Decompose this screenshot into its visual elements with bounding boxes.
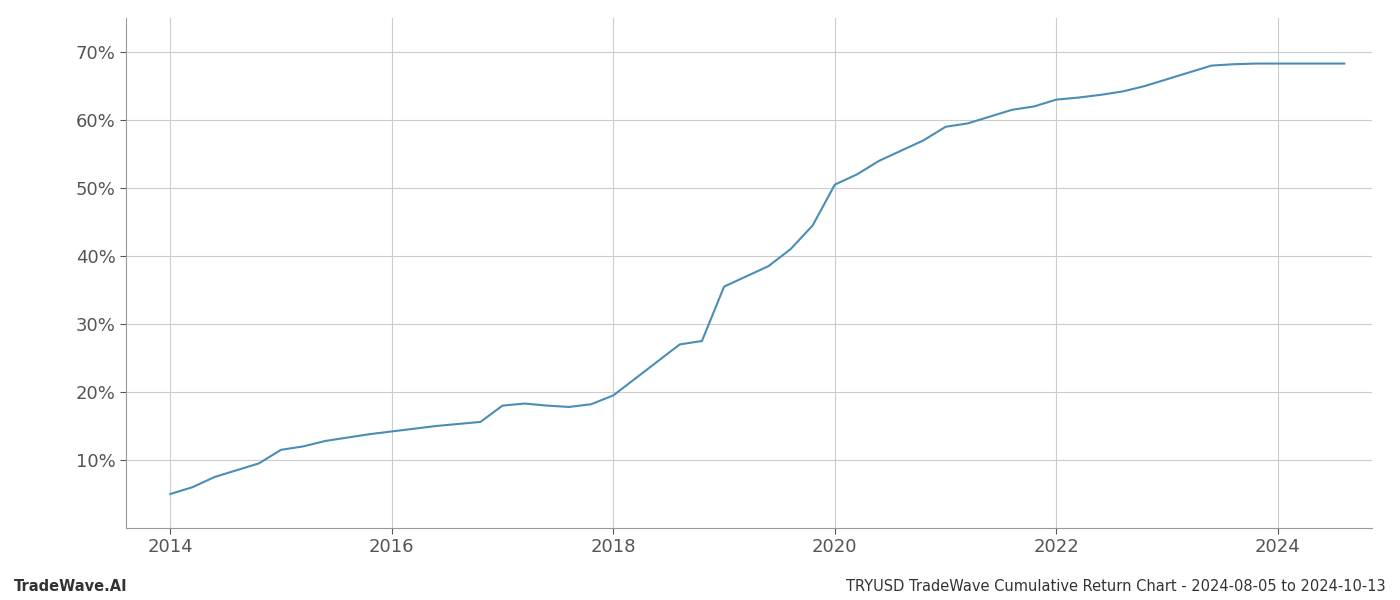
Text: TradeWave.AI: TradeWave.AI bbox=[14, 579, 127, 594]
Text: TRYUSD TradeWave Cumulative Return Chart - 2024-08-05 to 2024-10-13: TRYUSD TradeWave Cumulative Return Chart… bbox=[847, 579, 1386, 594]
